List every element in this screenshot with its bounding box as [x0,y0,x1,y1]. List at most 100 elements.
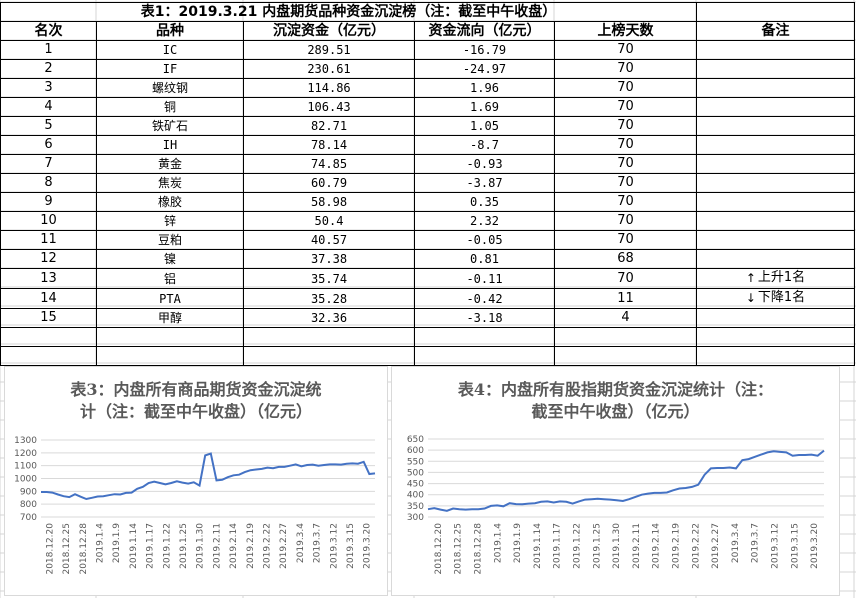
days-cell: 70 [554,211,697,231]
x-tick-label: 2018.12.20 [45,523,55,575]
table-row: 11 豆粕 40.57 -0.05 70 [0,230,855,250]
x-tick-label: 2019.3.4 [731,523,741,563]
days-cell: 70 [554,116,697,136]
table-row: 13 铝 35.74 -0.11 70 ↑ 上升1名 [0,268,855,289]
table-row: 3 螺纹钢 114.86 1.96 70 [0,78,855,98]
capital-cell: 230.61 [243,59,415,79]
rank-cell: 6 [0,135,97,155]
arrow-up-icon: ↑ [745,271,756,285]
flow-cell: 0.35 [414,192,555,212]
table-header-row: 名次 品种 沉淀资金（亿元） 资金流向（亿元） 上榜天数 备注 [0,21,855,41]
rank-cell: 12 [0,249,97,269]
days-cell: 70 [554,192,697,212]
x-tick-label: 2018.12.28 [474,523,484,575]
days-cell: 70 [554,173,697,193]
capital-cell: 58.98 [243,192,415,212]
empty-row [0,346,855,366]
days-cell: 70 [554,59,697,79]
index-futures-chart: 表4：内盘所有股指期货资金沉淀统计（注： 截至中午收盘）（亿元） 300 350 4… [391,366,840,596]
x-tick-label: 2018.12.28 [79,523,89,575]
flow-cell: 0.81 [414,249,555,269]
x-tick-label: 2019.3.12 [329,523,339,569]
x-tick-label: 2018.12.25 [454,523,464,575]
y-tick-label: 700 [20,513,37,523]
rank-cell: 15 [0,308,97,328]
table-row: 7 黄金 74.85 -0.93 70 [0,154,855,174]
column-header: 上榜天数 [554,21,697,41]
flow-cell: 1.05 [414,116,555,136]
note-cell [696,59,855,79]
flow-cell: -0.42 [414,288,555,309]
empty-cell [554,346,697,366]
x-tick-label: 2019.3.15 [790,523,800,569]
index-futures-chart-title-line-1: 表4：内盘所有股指期货资金沉淀统计（注： [457,380,774,399]
note-cell [696,230,855,250]
flow-cell: 2.32 [414,211,555,231]
empty-cell [696,346,855,366]
commodity-chart-title: 表3：内盘所有商品期货资金沉淀统 计（注：截至中午收盘）（亿元） [5,379,387,423]
note-cell [696,97,855,117]
capital-cell: 37.38 [243,249,415,269]
note-cell: ↑ 上升1名 [696,268,855,289]
x-tick-label: 2019.2.11 [212,523,222,569]
x-tick-label: 2019.1.22 [573,523,583,569]
x-tick-label: 2019.1.17 [553,523,563,569]
y-tick-label: 550 [407,457,424,467]
capital-cell: 35.28 [243,288,415,309]
variety-cell: IH [96,135,244,155]
commodity-chart-plot: 700 800 900 1000 1100 1200 1300 2018.12.20 2018.… [14,436,376,575]
variety-cell: 铁矿石 [96,116,244,136]
empty-cell [414,327,555,347]
index-futures-chart-title-line-2: 截至中午收盘）（亿元） [531,402,700,421]
days-cell: 70 [554,97,697,117]
table-row: 4 铜 106.43 1.69 70 [0,97,855,117]
y-tick-label: 1000 [14,475,37,485]
variety-cell: IC [96,40,244,60]
series-line [41,452,376,501]
note-cell [696,192,855,212]
x-tick-label: 2018.12.20 [434,523,444,575]
note-cell [696,249,855,269]
flow-cell: 1.96 [414,78,555,98]
x-tick-label: 2019.2.19 [246,523,256,569]
x-tick-label: 2019.1.22 [162,523,172,569]
empty-cell [96,327,244,347]
rank-cell: 3 [0,78,97,98]
variety-cell: 铜 [96,97,244,117]
x-tick-label: 2019.2.19 [672,523,682,569]
table-title: 表1：2019.3.21 内盘期货品种资金沉淀榜（注：截至中午收盘） [0,2,697,22]
flow-cell: -3.18 [414,308,555,328]
x-tick-label: 2019.3.12 [771,523,781,569]
variety-cell: 锌 [96,211,244,231]
commodity-chart-title-line-2: 计（注：截至中午收盘）（亿元） [79,402,312,421]
capital-cell: 82.71 [243,116,415,136]
y-tick-label: 1200 [14,449,37,459]
capital-cell: 40.57 [243,230,415,250]
capital-cell: 289.51 [243,40,415,60]
x-tick-label: 2019.1.30 [196,523,206,569]
y-tick-label: 450 [407,480,424,490]
column-header: 名次 [0,21,97,41]
variety-cell: PTA [96,288,244,309]
flow-cell: 1.69 [414,97,555,117]
column-header: 沉淀资金（亿元） [243,21,415,41]
capital-cell: 78.14 [243,135,415,155]
y-tick-label: 1300 [14,436,37,446]
table-row: 10 锌 50.4 2.32 70 [0,211,855,231]
x-tick-label: 2019.2.11 [632,523,642,569]
variety-cell: 豆粕 [96,230,244,250]
rank-cell: 1 [0,40,97,60]
capital-cell: 32.36 [243,308,415,328]
capital-cell: 35.74 [243,268,415,289]
y-tick-label: 900 [20,487,37,497]
note: ↑ 上升1名 [745,270,805,288]
x-tick-label: 2019.2.27 [279,523,289,569]
flow-cell: -16.79 [414,40,555,60]
flow-cell: -24.97 [414,59,555,79]
note: ↓ 下降1名 [746,290,805,308]
variety-cell: IF [96,59,244,79]
note-cell [696,154,855,174]
empty-cell [243,327,415,347]
variety-cell: 黄金 [96,154,244,174]
